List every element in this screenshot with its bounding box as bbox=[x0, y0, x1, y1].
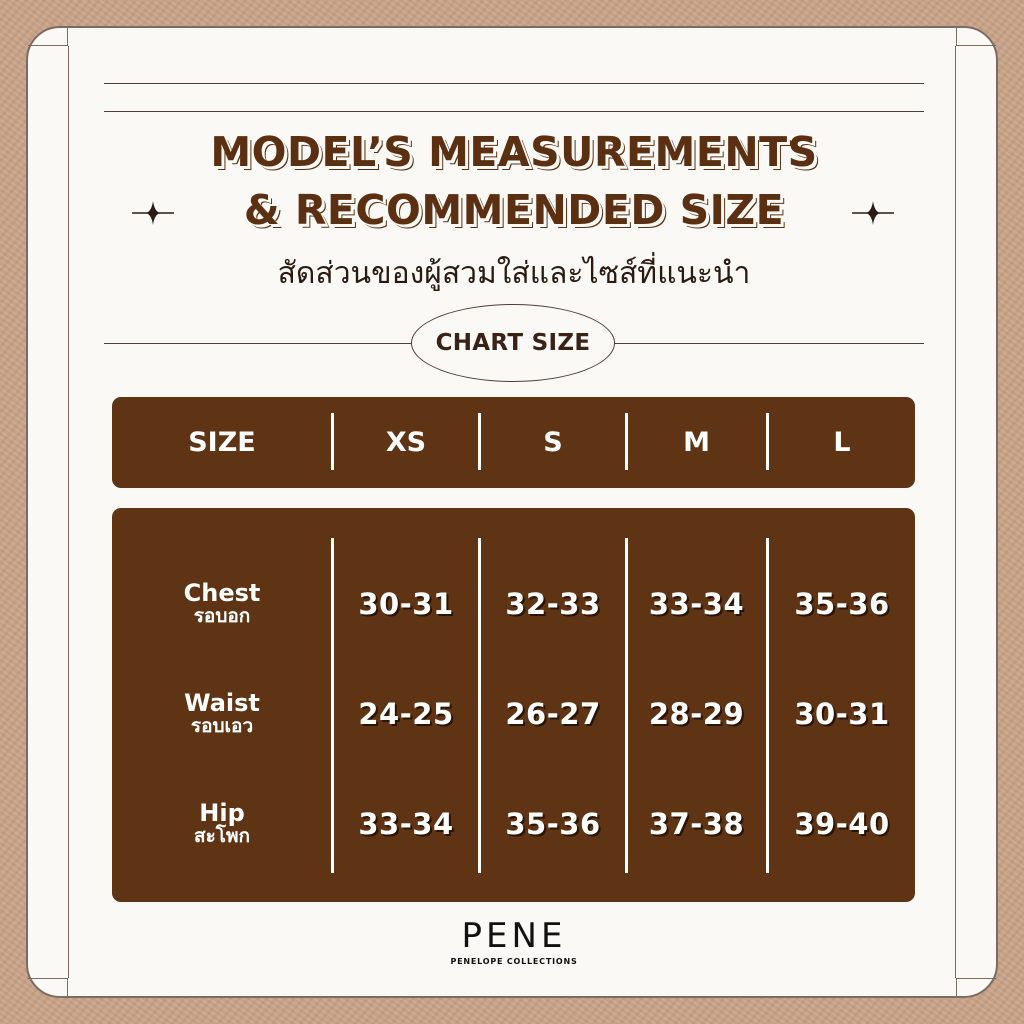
chest-l-value: 35-36 bbox=[794, 587, 890, 621]
subtitle-thai: สัดส่วนของผู้สวมใส่และไซส์ที่แนะนำ bbox=[277, 256, 751, 291]
row-label-chest: Chest รอบอก bbox=[112, 568, 332, 640]
chest-xs-value: 30-31 bbox=[358, 587, 454, 621]
brand-tagline: PENELOPE COLLECTIONS bbox=[450, 957, 578, 966]
frame-corner-top-right bbox=[956, 28, 996, 46]
chart-size-label: CHART SIZE bbox=[435, 330, 591, 356]
header-divider bbox=[478, 413, 481, 470]
frame-corner-bottom-left bbox=[28, 978, 68, 996]
frame-corner-top-left bbox=[28, 28, 68, 46]
row-label-hip: Hip สะโพก bbox=[112, 788, 332, 860]
header-divider bbox=[625, 413, 628, 470]
label-thai: รอบอก bbox=[193, 604, 251, 627]
measurements-table: Chest รอบอก 30-31 32-33 33-34 35-36 Wais… bbox=[112, 508, 915, 902]
column-divider bbox=[331, 538, 334, 873]
brand-logo: PENE bbox=[461, 916, 567, 956]
top-rule-2 bbox=[104, 111, 924, 112]
column-divider bbox=[478, 538, 481, 873]
header-divider bbox=[331, 413, 334, 470]
label-thai: รอบเอว bbox=[190, 714, 254, 737]
title-line-1: MODEL’S MEASUREMENTS bbox=[210, 128, 818, 176]
label-english: Chest bbox=[183, 579, 261, 608]
title-line-2: & RECOMMENDED SIZE bbox=[243, 186, 785, 234]
sparkle-icon-left bbox=[132, 201, 174, 225]
waist-s-value: 26-27 bbox=[505, 697, 601, 731]
label-english: Hip bbox=[199, 799, 245, 828]
column-divider bbox=[625, 538, 628, 873]
chest-m-value: 33-34 bbox=[648, 587, 745, 621]
header-size-m: M bbox=[683, 427, 710, 458]
header-divider bbox=[766, 413, 769, 470]
size-header-bar: SIZE XS S M L bbox=[112, 397, 915, 488]
column-divider bbox=[766, 538, 769, 873]
label-english: Waist bbox=[184, 689, 260, 718]
inner-frame bbox=[68, 46, 956, 978]
chart-size-badge: CHART SIZE bbox=[411, 304, 615, 382]
header-size-s: S bbox=[543, 427, 563, 458]
hip-m-value: 37-38 bbox=[648, 807, 745, 841]
label-thai: สะโพก bbox=[193, 824, 251, 847]
sparkle-icon-right bbox=[852, 201, 894, 225]
chest-s-value: 32-33 bbox=[505, 587, 601, 621]
header-size-xs: XS bbox=[385, 427, 427, 458]
hip-xs-value: 33-34 bbox=[358, 807, 454, 841]
header-size-l: L bbox=[833, 427, 851, 458]
frame-corner-bottom-right bbox=[956, 978, 996, 996]
row-label-waist: Waist รอบเอว bbox=[112, 678, 332, 750]
waist-xs-value: 24-25 bbox=[358, 697, 454, 731]
size-chart-card: MODEL’S MEASUREMENTS & RECOMMENDED SIZE … bbox=[26, 26, 998, 998]
waist-m-value: 28-29 bbox=[648, 697, 745, 731]
waist-l-value: 30-31 bbox=[794, 697, 890, 731]
hip-l-value: 39-40 bbox=[794, 807, 890, 841]
top-rule-1 bbox=[104, 83, 924, 84]
header-size-label: SIZE bbox=[188, 427, 256, 458]
hip-s-value: 35-36 bbox=[505, 807, 601, 841]
